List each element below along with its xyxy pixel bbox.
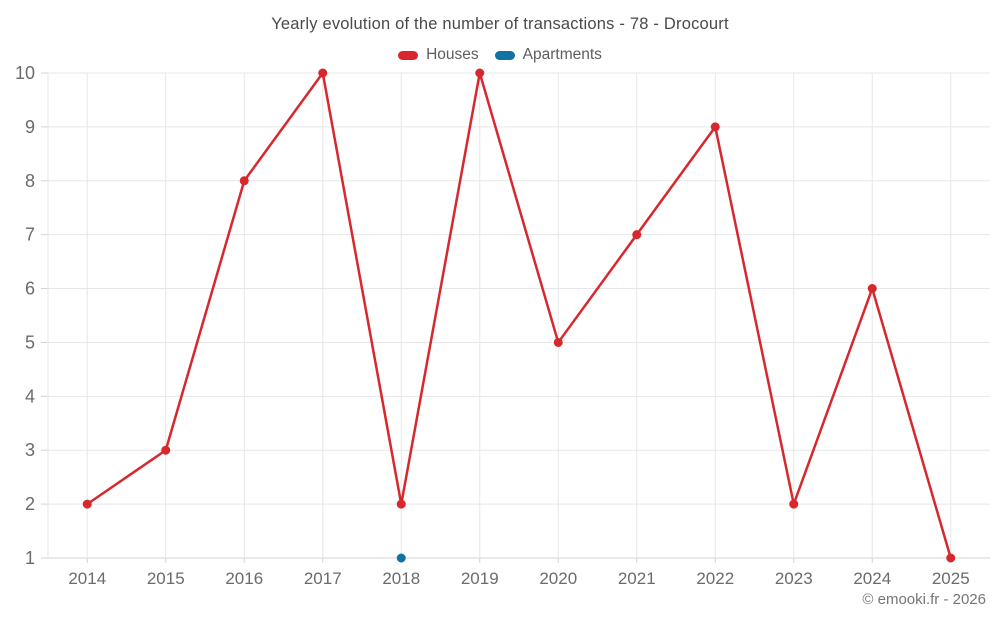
- x-axis-label: 2017: [304, 569, 342, 588]
- x-axis-label: 2018: [382, 569, 420, 588]
- legend: Houses Apartments: [0, 46, 1000, 64]
- data-point-houses-2019[interactable]: [475, 68, 485, 78]
- data-point-houses-2015[interactable]: [161, 445, 171, 455]
- series-houses: [82, 68, 956, 563]
- houses-swatch-icon: [398, 50, 419, 60]
- data-point-houses-2017[interactable]: [318, 68, 328, 78]
- data-point-houses-2022[interactable]: [710, 122, 720, 132]
- legend-item-houses[interactable]: Houses: [398, 46, 479, 64]
- y-axis-label: 6: [25, 279, 35, 299]
- y-axis-label: 8: [25, 171, 35, 191]
- legend-label-houses: Houses: [426, 46, 479, 63]
- data-point-houses-2018[interactable]: [396, 499, 406, 509]
- y-axis-label: 5: [25, 332, 35, 352]
- data-point-houses-2014[interactable]: [82, 499, 92, 509]
- data-point-houses-2025[interactable]: [946, 553, 956, 563]
- y-axis-label: 10: [15, 63, 35, 83]
- apartments-swatch-icon: [494, 50, 515, 60]
- x-axis-label: 2021: [618, 569, 656, 588]
- x-axis-label: 2022: [696, 569, 734, 588]
- y-axis-label: 4: [25, 386, 35, 406]
- x-axis-label: 2024: [853, 569, 891, 588]
- y-axis-label: 1: [25, 548, 35, 568]
- legend-item-apartments[interactable]: Apartments: [494, 46, 602, 64]
- x-axis-label: 2019: [461, 569, 499, 588]
- data-point-houses-2023[interactable]: [789, 499, 799, 509]
- x-axis-label: 2023: [775, 569, 813, 588]
- y-axis-label: 2: [25, 494, 35, 514]
- legend-label-apartments: Apartments: [522, 46, 602, 63]
- x-axis-label: 2025: [932, 569, 970, 588]
- y-axis-label: 7: [25, 225, 35, 245]
- y-axis-label: 9: [25, 117, 35, 137]
- credit-link[interactable]: © emooki.fr - 2026: [862, 591, 986, 608]
- x-axis-label: 2014: [68, 569, 106, 588]
- houses-line[interactable]: [86, 71, 952, 560]
- data-point-houses-2024[interactable]: [867, 284, 877, 294]
- data-point-houses-2016[interactable]: [239, 176, 249, 186]
- x-axis-label: 2015: [147, 569, 185, 588]
- x-axis-label: 2020: [539, 569, 577, 588]
- data-point-houses-2021[interactable]: [632, 230, 642, 240]
- x-axis-label: 2016: [225, 569, 263, 588]
- series-apartments: [396, 553, 406, 563]
- data-point-houses-2020[interactable]: [553, 337, 563, 347]
- y-axis-label: 3: [25, 440, 35, 460]
- chart-title: Yearly evolution of the number of transa…: [271, 15, 729, 33]
- data-point-apartments-2018[interactable]: [396, 553, 406, 563]
